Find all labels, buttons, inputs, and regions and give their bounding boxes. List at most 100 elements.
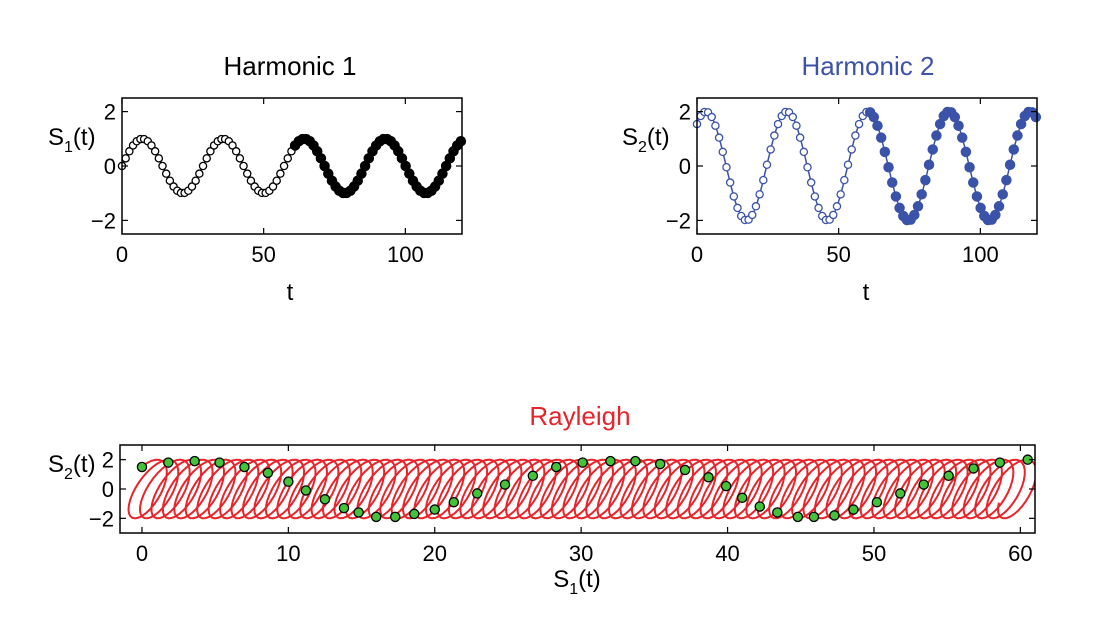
data-point-open bbox=[714, 133, 724, 142]
data-point-filled bbox=[916, 189, 927, 200]
data-point-filled bbox=[931, 130, 942, 141]
rayleigh-sample-point bbox=[808, 511, 820, 523]
data-point-filled bbox=[455, 136, 467, 147]
rayleigh-sample-point bbox=[389, 511, 401, 523]
rayleigh-sample-point bbox=[792, 511, 804, 523]
y-tick-label: −2 bbox=[666, 208, 691, 233]
chart-harmonic-2: Harmonic 2 0 50 100−202 t S2(t) bbox=[622, 51, 1042, 306]
rayleigh-curve bbox=[127, 458, 1035, 520]
data-point-open bbox=[228, 141, 237, 150]
rayleigh-sample-point bbox=[136, 461, 148, 473]
data-point-open bbox=[150, 147, 160, 156]
data-point-filled bbox=[868, 111, 880, 123]
data-point-filled bbox=[960, 146, 972, 158]
x-axis-label-harmonic-2: t bbox=[863, 279, 870, 306]
data-point-filled bbox=[971, 191, 983, 202]
data-point-open bbox=[722, 163, 731, 172]
data-point-open bbox=[711, 121, 720, 130]
data-point-open bbox=[268, 182, 278, 191]
x-axis-label-harmonic-1: t bbox=[287, 279, 294, 306]
data-point-filled bbox=[1004, 159, 1016, 170]
rayleigh-sample-point bbox=[283, 476, 294, 487]
axes-frame-harmonic-2 bbox=[696, 97, 1038, 235]
data-point-open bbox=[206, 147, 215, 156]
rayleigh-sample-point bbox=[736, 492, 748, 504]
data-point-open bbox=[195, 169, 204, 178]
data-point-open bbox=[748, 210, 757, 220]
data-point-open bbox=[751, 202, 761, 211]
data-point-filled bbox=[923, 159, 935, 170]
data-point-open bbox=[773, 119, 783, 129]
data-point-open bbox=[725, 178, 735, 187]
data-point-open bbox=[770, 131, 779, 140]
data-point-open bbox=[125, 147, 134, 156]
y-axis-label-harmonic-2: S2(t) bbox=[622, 124, 670, 156]
data-point-filled bbox=[953, 120, 964, 131]
data-point-filled bbox=[912, 201, 924, 212]
series-line bbox=[696, 110, 1038, 222]
data-point-open bbox=[799, 147, 809, 157]
data-point-open bbox=[231, 147, 241, 156]
data-point-open bbox=[836, 190, 845, 199]
plot-area-harmonic-2: 0 50 100−202 bbox=[666, 98, 1042, 267]
data-point-open bbox=[729, 192, 739, 201]
data-point-open bbox=[191, 176, 200, 185]
x-tick-label: 20 bbox=[423, 541, 447, 566]
y-tick-label: −2 bbox=[91, 208, 116, 233]
y-axis-label-harmonic-1: S1(t) bbox=[48, 124, 96, 156]
data-point-filled bbox=[890, 191, 902, 202]
rayleigh-sample-point bbox=[551, 461, 562, 473]
data-point-open bbox=[847, 145, 856, 154]
rayleigh-sample-point bbox=[577, 457, 588, 468]
rayleigh-sample-point bbox=[239, 461, 250, 473]
data-point-open bbox=[235, 154, 245, 163]
rayleigh-sample-point bbox=[300, 485, 312, 496]
data-point-open bbox=[755, 190, 764, 199]
data-point-open bbox=[158, 161, 167, 171]
data-point-filled bbox=[927, 144, 938, 155]
rayleigh-sample-point bbox=[654, 458, 666, 470]
x-tick-label: 40 bbox=[715, 541, 739, 566]
rayleigh-sample-point bbox=[895, 488, 906, 499]
y-tick-label: 2 bbox=[102, 448, 114, 473]
data-point-open bbox=[766, 145, 775, 154]
rayleigh-sample-point bbox=[353, 507, 364, 518]
axes-frame-harmonic-1 bbox=[121, 97, 463, 235]
x-tick-label: 0 bbox=[116, 242, 128, 267]
rayleigh-sample-point bbox=[319, 494, 331, 505]
rayleigh-sample-point bbox=[338, 502, 350, 514]
data-point-filled bbox=[920, 174, 931, 186]
rayleigh-sample-point bbox=[429, 504, 441, 515]
x-tick-label: 100 bbox=[962, 242, 999, 267]
data-point-filled bbox=[1030, 111, 1042, 123]
data-point-filled bbox=[1001, 174, 1012, 186]
plot-area-harmonic-1: 0 50 100−202 bbox=[91, 98, 467, 267]
rayleigh-sample-point bbox=[189, 455, 200, 467]
x-tick-label: 50 bbox=[826, 242, 850, 267]
data-point-open bbox=[829, 210, 838, 220]
data-point-open bbox=[851, 131, 860, 140]
rayleigh-sample-point bbox=[448, 496, 460, 508]
data-point-filled bbox=[990, 209, 1001, 221]
chart-title-harmonic-2: Harmonic 2 bbox=[802, 51, 935, 81]
data-point-open bbox=[246, 176, 256, 185]
x-axis-label-rayleigh: S1(t) bbox=[553, 566, 601, 598]
data-point-open bbox=[806, 178, 816, 187]
rayleigh-sample-point bbox=[262, 467, 274, 479]
data-point-open bbox=[843, 160, 853, 169]
rayleigh-sample-point bbox=[754, 501, 766, 512]
axes-frame-rayleigh bbox=[119, 444, 1036, 534]
data-point-filled bbox=[883, 162, 894, 173]
data-point-filled bbox=[956, 132, 968, 143]
rayleigh-sample-point bbox=[499, 479, 511, 490]
data-point-open bbox=[814, 203, 823, 213]
data-point-filled bbox=[993, 201, 1005, 212]
rayleigh-sample-point bbox=[772, 507, 783, 518]
data-point-filled bbox=[909, 209, 920, 221]
rayleigh-sample-point bbox=[409, 508, 420, 520]
rayleigh-sample-point bbox=[703, 472, 714, 483]
data-point-open bbox=[147, 141, 156, 150]
chart-harmonic-1: Harmonic 1 0 50 100−202 t S1(t) bbox=[48, 51, 467, 306]
y-tick-label: 2 bbox=[679, 100, 691, 125]
